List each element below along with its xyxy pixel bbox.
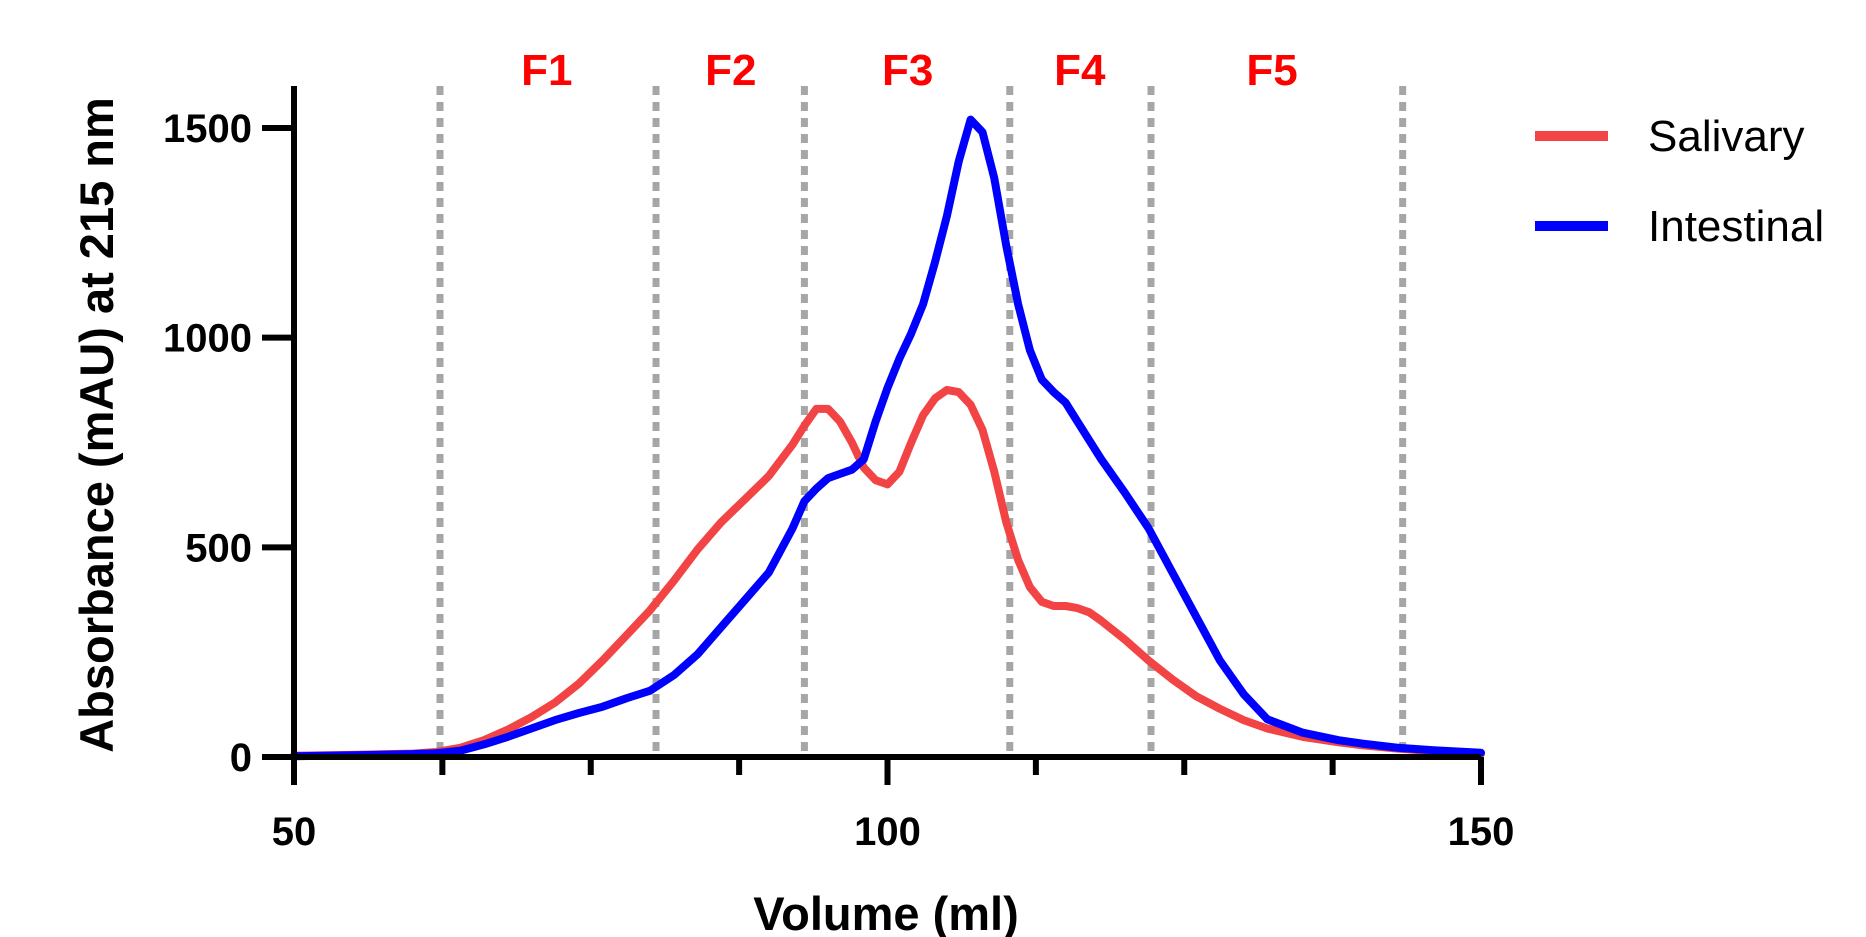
x-tick-label: 50 xyxy=(272,810,317,854)
series-line-intestinal xyxy=(290,115,1485,761)
x-tick-label: 150 xyxy=(1448,810,1515,854)
y-ticks: 0 500 1000 1500 xyxy=(163,107,294,780)
legend: Salivary Intestinal xyxy=(1535,112,1824,251)
fraction-label-f1: F1 xyxy=(521,46,572,95)
x-ticks: 50 100 150 xyxy=(272,757,1515,854)
legend-label-salivary: Salivary xyxy=(1648,112,1805,161)
axes xyxy=(291,86,1481,760)
fraction-label-f2: F2 xyxy=(705,46,756,95)
fraction-labels: F1 F2 F3 F4 F5 xyxy=(521,46,1298,95)
y-axis-title: Absorbance (mAU) at 215 nm xyxy=(70,97,123,753)
legend-label-intestinal: Intestinal xyxy=(1648,202,1824,251)
fraction-label-f3: F3 xyxy=(882,46,933,95)
y-tick-label: 500 xyxy=(185,526,252,570)
fraction-label-f5: F5 xyxy=(1246,46,1297,95)
data-series xyxy=(290,115,1485,761)
x-axis-title: Volume (ml) xyxy=(753,887,1018,937)
series-line-salivary xyxy=(290,386,1485,760)
y-tick-label: 1500 xyxy=(163,107,252,151)
x-tick-label: 100 xyxy=(854,810,921,854)
y-tick-label: 1000 xyxy=(163,317,252,361)
fraction-label-f4: F4 xyxy=(1054,46,1106,95)
y-tick-label: 0 xyxy=(230,736,252,780)
